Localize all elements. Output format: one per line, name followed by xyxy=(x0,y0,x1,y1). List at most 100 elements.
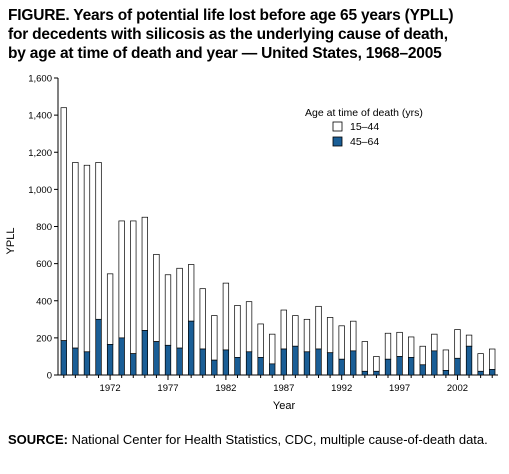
bar-15-44-1987 xyxy=(280,309,287,350)
bar-45-64-2000 xyxy=(431,350,438,376)
bar-15-44-2001 xyxy=(442,349,450,371)
bar-15-44-1978 xyxy=(176,267,183,349)
bar-45-64-1981 xyxy=(211,359,218,376)
bar-15-44-1991 xyxy=(326,317,334,354)
bar-15-44-1974 xyxy=(130,220,137,355)
bar-45-64-1985 xyxy=(257,357,264,376)
y-tick-label: 0 xyxy=(47,371,52,382)
x-tick-label: 1987 xyxy=(273,383,294,394)
bar-45-64-1980 xyxy=(199,348,206,376)
bar-45-64-1978 xyxy=(176,347,183,376)
bar-15-44-1998 xyxy=(408,336,415,358)
bar-45-64-1977 xyxy=(164,344,172,376)
bar-45-64-1990 xyxy=(315,348,322,376)
figure-title-line-2: for decedents with silicosis as the unde… xyxy=(8,26,448,43)
bar-15-44-1997 xyxy=(396,331,403,357)
legend: Age at time of death (yrs) 15–44 45–64 xyxy=(305,107,423,148)
bar-15-44-1990 xyxy=(315,305,322,350)
bar-15-44-1994 xyxy=(361,341,368,372)
bar-15-44-2003 xyxy=(465,334,473,347)
bar-15-44-1980 xyxy=(199,288,206,350)
figure-title: FIGURE. Years of potential life lost bef… xyxy=(8,6,504,63)
figure-title-line-3: by age at time of death and year — Unite… xyxy=(8,45,442,62)
bar-45-64-1971 xyxy=(95,318,102,376)
bar-45-64-1999 xyxy=(419,364,426,376)
bar-45-64-1989 xyxy=(303,351,311,376)
bar-15-44-1983 xyxy=(234,305,241,358)
bar-15-44-1999 xyxy=(419,345,426,366)
bar-15-44-1981 xyxy=(211,315,218,361)
legend-swatch-15-44 xyxy=(332,121,343,132)
bar-45-64-1982 xyxy=(222,349,230,376)
bar-45-64-1986 xyxy=(269,363,276,376)
bar-15-44-1968 xyxy=(60,107,67,342)
bar-45-64-1991 xyxy=(326,352,334,376)
x-tick-label: 1992 xyxy=(331,383,352,394)
y-tick-label: 800 xyxy=(36,222,52,233)
y-tick-label: 1,200 xyxy=(28,148,52,159)
bar-45-64-1976 xyxy=(153,341,160,376)
bar-45-64-1975 xyxy=(141,330,148,376)
bar-45-64-1994 xyxy=(361,370,368,376)
bar-45-64-2004 xyxy=(477,370,484,376)
bar-15-44-2005 xyxy=(489,348,496,370)
x-tick-label: 2002 xyxy=(447,383,468,394)
bar-15-44-2000 xyxy=(431,333,438,352)
y-tick-label: 1,000 xyxy=(28,185,52,196)
bar-15-44-1988 xyxy=(292,315,299,347)
y-axis-label: YPLL xyxy=(5,228,17,255)
bar-15-44-1993 xyxy=(350,320,357,352)
x-axis-label: Year xyxy=(273,400,296,412)
bar-45-64-1969 xyxy=(72,347,79,376)
x-tick-label: 1997 xyxy=(389,383,410,394)
x-tick-label: 1982 xyxy=(215,383,236,394)
bar-15-44-2004 xyxy=(477,353,484,372)
bar-45-64-1983 xyxy=(234,357,241,376)
bar-45-64-1979 xyxy=(188,320,195,376)
x-tick-label: 1977 xyxy=(157,383,178,394)
y-tick-label: 400 xyxy=(36,296,52,307)
bar-45-64-1974 xyxy=(130,353,137,376)
bar-45-64-1973 xyxy=(118,337,125,376)
bar-15-44-1989 xyxy=(303,318,311,353)
y-tick-label: 1,400 xyxy=(28,111,52,122)
legend-label-15-44: 15–44 xyxy=(350,121,379,133)
bar-45-64-2003 xyxy=(465,345,473,376)
legend-title: Age at time of death (yrs) xyxy=(305,107,423,119)
bar-15-44-1985 xyxy=(257,323,264,358)
bar-15-44-1996 xyxy=(384,332,392,360)
y-tick-label: 200 xyxy=(36,333,52,344)
bar-45-64-2002 xyxy=(454,357,461,376)
legend-label-45-64: 45–64 xyxy=(350,136,379,148)
bar-45-64-1998 xyxy=(408,357,415,376)
bar-15-44-2002 xyxy=(454,329,461,359)
bar-45-64-1972 xyxy=(106,344,114,376)
bar-45-64-1988 xyxy=(292,345,299,376)
bar-45-64-1993 xyxy=(350,350,357,376)
bar-15-44-1984 xyxy=(245,301,253,353)
source-label: SOURCE: xyxy=(8,432,68,447)
bar-15-44-1973 xyxy=(118,220,125,339)
bar-15-44-1992 xyxy=(338,325,345,360)
y-tick-label: 600 xyxy=(36,259,52,270)
stacked-bar-chart: YPLL Year Age at time of death (yrs) 15–… xyxy=(5,74,498,412)
bar-15-44-1986 xyxy=(269,333,276,365)
bar-45-64-1997 xyxy=(396,356,403,376)
bar-45-64-2005 xyxy=(489,369,496,376)
bar-15-44-1982 xyxy=(222,282,230,351)
bar-15-44-1975 xyxy=(141,216,148,331)
bar-15-44-1976 xyxy=(153,253,160,342)
y-tick-label: 1,600 xyxy=(28,74,52,85)
bar-15-44-1979 xyxy=(188,264,195,322)
bar-45-64-1995 xyxy=(373,370,380,376)
bar-15-44-1970 xyxy=(83,164,91,353)
bar-45-64-1987 xyxy=(280,348,287,376)
figure-title-line-1: FIGURE. Years of potential life lost bef… xyxy=(8,7,454,24)
bar-45-64-2001 xyxy=(442,370,450,376)
bar-45-64-1984 xyxy=(245,351,253,376)
bar-45-64-1968 xyxy=(60,340,67,376)
bar-45-64-1996 xyxy=(384,358,392,376)
source-note: SOURCE: National Center for Health Stati… xyxy=(8,431,504,448)
bar-15-44-1971 xyxy=(95,162,102,320)
bar-45-64-1992 xyxy=(338,358,345,376)
